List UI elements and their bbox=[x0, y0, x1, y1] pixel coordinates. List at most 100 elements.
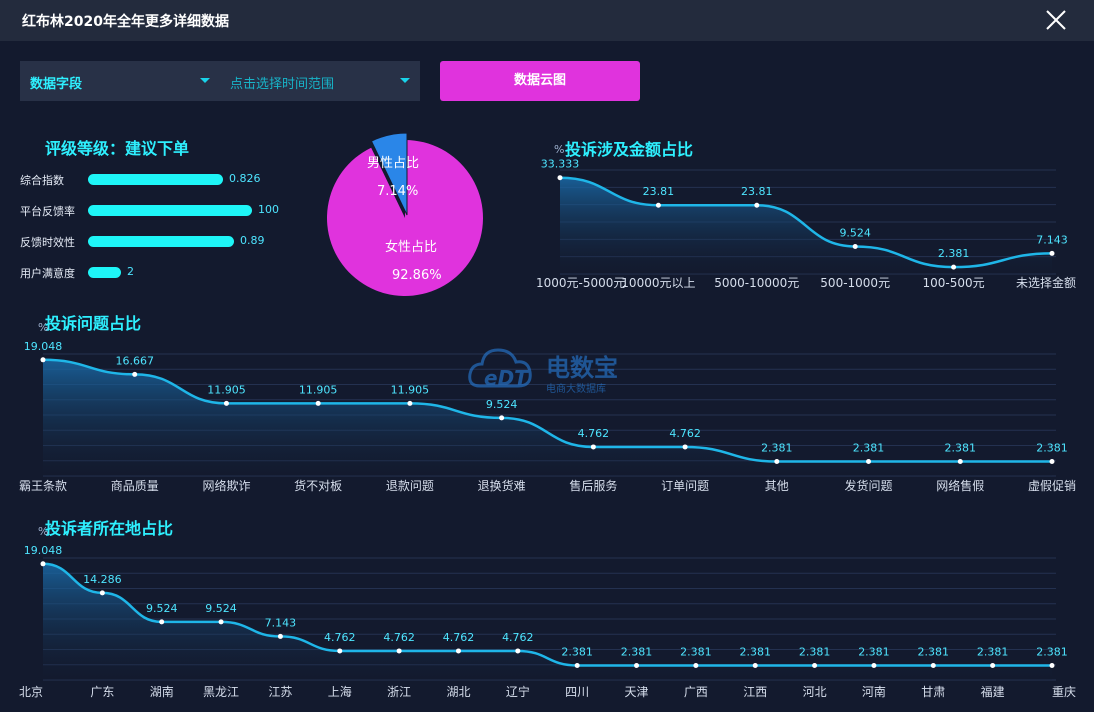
data-point bbox=[396, 648, 402, 654]
data-point bbox=[634, 662, 640, 668]
data-point bbox=[990, 662, 996, 668]
rating-value: 2 bbox=[127, 265, 134, 278]
y-unit-label: % bbox=[554, 143, 564, 156]
data-point bbox=[277, 633, 283, 639]
rating-label: 反馈时效性 bbox=[20, 236, 75, 249]
data-label: 7.143 bbox=[265, 616, 297, 629]
data-label: 33.333 bbox=[541, 158, 580, 171]
series-area bbox=[43, 563, 1052, 680]
data-label: 2.381 bbox=[561, 645, 593, 658]
rating-value: 100 bbox=[258, 203, 279, 216]
category-label: 湖南 bbox=[150, 684, 174, 699]
category-label: 退款问题 bbox=[386, 479, 434, 493]
data-point bbox=[407, 400, 413, 406]
y-unit-label: % bbox=[38, 525, 48, 538]
category-label: 广西 bbox=[684, 685, 708, 699]
data-label: 19.048 bbox=[24, 340, 63, 353]
data-cloud-button[interactable]: 数据云图 bbox=[440, 61, 640, 101]
data-label: 2.381 bbox=[799, 645, 831, 658]
location-chart-title: 投诉者所在地占比 bbox=[45, 519, 174, 538]
data-point bbox=[223, 400, 229, 406]
data-label: 11.905 bbox=[207, 383, 246, 396]
data-point bbox=[1049, 458, 1055, 464]
category-label: 江西 bbox=[743, 685, 767, 699]
category-label: 北京 bbox=[19, 685, 43, 699]
data-label: 4.762 bbox=[578, 427, 610, 440]
series-area bbox=[43, 359, 1052, 476]
data-label: 11.905 bbox=[299, 383, 338, 396]
pie-slice-male bbox=[370, 133, 408, 216]
data-point bbox=[774, 458, 780, 464]
category-label: 河北 bbox=[803, 685, 827, 699]
category-label: 10000元以上 bbox=[621, 276, 695, 290]
data-point bbox=[499, 415, 505, 421]
data-label: 23.81 bbox=[741, 185, 773, 198]
data-point bbox=[951, 264, 957, 270]
data-point bbox=[871, 662, 877, 668]
category-label: 虚假促销 bbox=[1028, 479, 1076, 493]
data-label: 2.381 bbox=[918, 645, 950, 658]
category-label: 500-1000元 bbox=[820, 276, 890, 290]
pie-value-female: 92.86% bbox=[392, 268, 442, 283]
rating-bar bbox=[88, 236, 234, 247]
cloud-logo-icon bbox=[468, 348, 532, 388]
rating-bar bbox=[88, 267, 121, 278]
chevron-down-icon bbox=[200, 78, 210, 83]
y-unit-label: % bbox=[38, 321, 48, 334]
rating-value: 0.826 bbox=[229, 172, 261, 185]
category-label: 商品质量 bbox=[111, 478, 159, 493]
data-label: 2.381 bbox=[977, 645, 1009, 658]
close-icon[interactable] bbox=[1044, 8, 1068, 32]
pie-label-female: 女性占比 bbox=[385, 239, 437, 255]
data-label: 2.381 bbox=[945, 441, 977, 454]
data-point bbox=[957, 458, 963, 464]
watermark-logo: eDT 电数宝 电商大数据库 bbox=[466, 338, 636, 398]
data-point bbox=[132, 371, 138, 377]
category-label: 黑龙江 bbox=[203, 685, 239, 699]
data-point bbox=[852, 243, 858, 249]
category-label: 霸王条款 bbox=[19, 479, 67, 493]
data-label: 9.524 bbox=[146, 602, 178, 615]
data-label: 2.381 bbox=[621, 645, 653, 658]
data-point bbox=[99, 590, 105, 596]
data-point bbox=[574, 662, 580, 668]
data-point bbox=[930, 662, 936, 668]
category-label: 辽宁 bbox=[506, 684, 530, 699]
data-point bbox=[455, 648, 461, 654]
data-label: 4.762 bbox=[669, 427, 701, 440]
issue-chart-title: 投诉问题占比 bbox=[45, 314, 142, 333]
data-label: 2.381 bbox=[680, 645, 712, 658]
data-point bbox=[557, 175, 563, 181]
pie-slice-female bbox=[327, 140, 483, 296]
category-label: 重庆 bbox=[1052, 685, 1076, 699]
watermark-name: 电数宝 bbox=[546, 354, 618, 382]
data-point bbox=[812, 662, 818, 668]
watermark-subtitle: 电商大数据库 bbox=[546, 384, 606, 395]
rating-value: 0.89 bbox=[240, 234, 265, 247]
data-point bbox=[693, 662, 699, 668]
category-label: 浙江 bbox=[387, 685, 411, 699]
data-label: 4.762 bbox=[443, 631, 475, 644]
category-label: 河南 bbox=[862, 684, 886, 699]
category-label: 货不对板 bbox=[294, 478, 342, 493]
category-label: 上海 bbox=[328, 684, 352, 699]
data-point bbox=[337, 648, 343, 654]
category-label: 湖北 bbox=[446, 684, 470, 699]
data-label: 23.81 bbox=[643, 185, 675, 198]
rating-title: 评级等级：建议下单 bbox=[45, 139, 190, 158]
data-point bbox=[315, 400, 321, 406]
data-point bbox=[1049, 662, 1055, 668]
filter-bar: 数据字段 点击选择时间范围 bbox=[20, 61, 420, 101]
data-label: 11.905 bbox=[391, 383, 430, 396]
title-bar: 红布林2020年全年更多详细数据 bbox=[0, 0, 1094, 41]
category-label: 福建 bbox=[981, 684, 1005, 699]
time-range-select[interactable]: 点击选择时间范围 bbox=[220, 61, 420, 101]
category-label: 未选择金额 bbox=[1016, 275, 1076, 290]
amount-area-chart: % 33.333 1000元-5000元 23.81 10000元以上 23.81 5000… bbox=[536, 143, 1076, 290]
data-label: 4.762 bbox=[383, 631, 415, 644]
data-point bbox=[655, 202, 661, 208]
field-select[interactable]: 数据字段 bbox=[20, 61, 220, 101]
category-label: 退换货难 bbox=[478, 478, 526, 493]
category-label: 售后服务 bbox=[569, 478, 617, 493]
chevron-down-icon bbox=[400, 78, 410, 83]
